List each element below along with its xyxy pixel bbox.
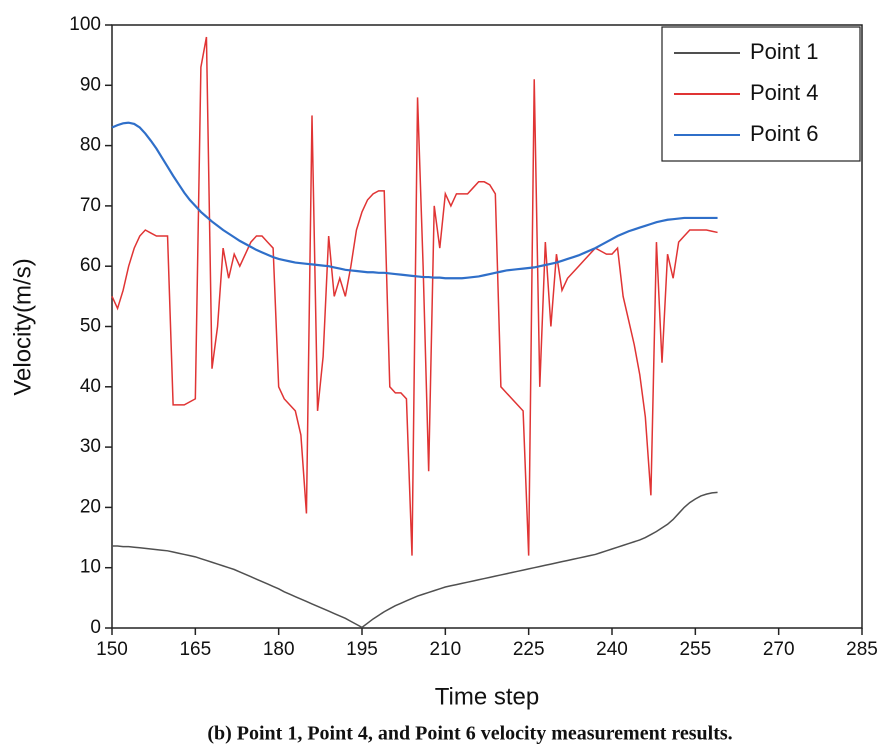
y-tick-label: 0: [90, 617, 101, 638]
series-line: [112, 491, 718, 629]
series-line: [111, 121, 718, 280]
series-line: [111, 36, 718, 556]
legend-label: Point 6: [750, 121, 819, 146]
y-tick-label: 20: [80, 496, 101, 517]
y-tick-label: 40: [80, 376, 101, 397]
y-tick-label: 80: [80, 135, 101, 156]
x-tick-label: 180: [263, 639, 295, 660]
y-tick-label: 10: [80, 557, 101, 578]
x-axis-label: Time step: [435, 683, 539, 710]
x-tick-label: 255: [679, 639, 711, 660]
y-tick-label: 50: [80, 316, 101, 337]
x-tick-label: 240: [596, 639, 628, 660]
y-tick-label: 30: [80, 436, 101, 457]
y-tick-label: 100: [69, 14, 101, 35]
x-tick-label: 165: [179, 639, 211, 660]
x-tick-label: 210: [429, 639, 461, 660]
y-tick-label: 90: [80, 74, 101, 95]
y-tick-label: 60: [80, 255, 101, 276]
x-tick-label: 270: [763, 639, 795, 660]
y-tick-label: 70: [80, 195, 101, 216]
y-axis-label: Velocity(m/s): [9, 258, 36, 395]
x-tick-label: 150: [96, 639, 128, 660]
caption: (b) Point 1, Point 4, and Point 6 veloci…: [207, 723, 732, 745]
legend-label: Point 1: [750, 39, 819, 64]
x-tick-label: 225: [513, 639, 545, 660]
legend-label: Point 4: [750, 80, 819, 105]
x-tick-label: 195: [346, 639, 378, 660]
x-tick-label: 285: [846, 639, 878, 660]
